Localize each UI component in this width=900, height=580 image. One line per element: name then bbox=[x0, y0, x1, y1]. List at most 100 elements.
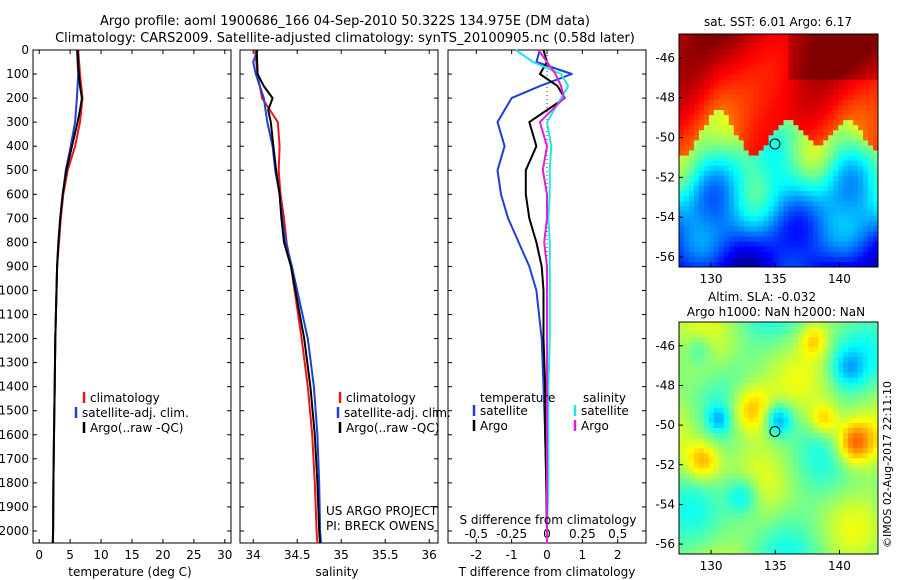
profile-line-argo bbox=[537, 49, 565, 543]
map-cell bbox=[798, 372, 804, 379]
map-cell bbox=[863, 463, 869, 469]
map-cell bbox=[798, 84, 804, 91]
map-cell bbox=[683, 216, 690, 223]
map-cell bbox=[808, 64, 814, 71]
map-cell bbox=[783, 34, 790, 40]
map-cell bbox=[788, 538, 795, 545]
map-cell bbox=[838, 387, 844, 394]
map-cell bbox=[703, 342, 710, 348]
map-cell bbox=[843, 332, 849, 338]
map-cell bbox=[768, 221, 775, 228]
map-cell bbox=[873, 538, 878, 545]
map-cell bbox=[858, 443, 864, 449]
map-cell bbox=[738, 382, 745, 389]
map-cell bbox=[713, 34, 720, 40]
map-cell bbox=[868, 236, 874, 243]
map-cell bbox=[708, 256, 715, 263]
map-cell bbox=[743, 160, 750, 167]
map-cell bbox=[758, 39, 765, 45]
map-cell bbox=[763, 99, 770, 106]
map-cell bbox=[683, 448, 690, 454]
map-cell bbox=[683, 84, 690, 91]
map-cell bbox=[683, 342, 690, 348]
profile-line-argo-raw-qc- bbox=[255, 49, 322, 544]
s-difference-xlabel: S difference from climatology bbox=[460, 513, 637, 527]
map-cell bbox=[843, 438, 849, 444]
map-cell bbox=[868, 165, 874, 172]
map-cell bbox=[743, 387, 750, 394]
map-cell bbox=[863, 483, 869, 490]
map-cell bbox=[863, 54, 869, 60]
map-cell bbox=[693, 342, 700, 348]
map-cell bbox=[753, 191, 760, 197]
map-cell bbox=[718, 261, 725, 267]
map-cell bbox=[768, 160, 775, 167]
map-cell bbox=[763, 548, 770, 554]
map-cell bbox=[728, 180, 735, 187]
map-cell bbox=[833, 443, 839, 449]
map-cell bbox=[793, 64, 799, 71]
map-cell bbox=[863, 337, 869, 343]
map-cell bbox=[763, 54, 770, 60]
map-cell bbox=[743, 322, 750, 328]
map-cell bbox=[833, 342, 839, 348]
map-cell bbox=[833, 327, 839, 333]
map-cell bbox=[853, 377, 859, 384]
map-cell bbox=[679, 130, 685, 136]
map-cell bbox=[783, 493, 790, 500]
map-cell bbox=[679, 104, 685, 111]
map-cell bbox=[728, 256, 735, 263]
map-cell bbox=[788, 347, 795, 353]
map-cell bbox=[863, 155, 869, 162]
sla-map-subtitle: Argo h1000: NaN h2000: NaN bbox=[687, 305, 865, 319]
map-cell bbox=[688, 498, 695, 505]
map-cell bbox=[763, 453, 770, 459]
map-cell bbox=[679, 39, 685, 45]
map-cell bbox=[743, 362, 750, 368]
map-cell bbox=[698, 483, 705, 490]
map-cell bbox=[688, 216, 695, 223]
y-tick-label: 100 bbox=[6, 67, 29, 81]
map-cell bbox=[778, 478, 785, 484]
map-cell bbox=[773, 120, 780, 126]
map-cell bbox=[818, 417, 824, 424]
map-cell bbox=[738, 160, 745, 167]
map-cell bbox=[863, 523, 869, 530]
map-cell bbox=[698, 69, 705, 76]
map-cell bbox=[848, 79, 854, 86]
map-cell bbox=[818, 438, 824, 444]
map-cell bbox=[818, 44, 824, 50]
map-cell bbox=[808, 332, 814, 338]
map-cell bbox=[753, 94, 760, 101]
map-cell bbox=[738, 191, 745, 197]
difference-profile-lines bbox=[496, 49, 573, 543]
map-cell bbox=[723, 44, 730, 50]
map-cell bbox=[808, 251, 814, 258]
map-cell bbox=[778, 377, 785, 384]
map-cell bbox=[688, 508, 695, 515]
map-cell bbox=[758, 498, 765, 505]
profile-line-satellite-adj-clim- bbox=[252, 49, 322, 544]
map-cell bbox=[708, 211, 715, 217]
map-cell bbox=[698, 84, 705, 91]
map-cell bbox=[783, 115, 790, 121]
map-cell bbox=[748, 362, 755, 368]
map-cell bbox=[683, 478, 690, 484]
map-cell bbox=[813, 155, 819, 162]
map-cell bbox=[803, 170, 809, 177]
map-cell bbox=[733, 180, 740, 187]
map-cell bbox=[833, 206, 839, 212]
map-cell bbox=[693, 145, 700, 152]
map-cell bbox=[778, 342, 785, 348]
map-cell bbox=[748, 538, 755, 545]
map-cell bbox=[773, 54, 780, 60]
map-cell bbox=[748, 140, 755, 147]
map-cell bbox=[718, 422, 725, 429]
map-cell bbox=[778, 473, 785, 479]
map-cell bbox=[838, 528, 844, 535]
map-cell bbox=[783, 74, 790, 81]
map-cell bbox=[703, 372, 710, 379]
map-cell bbox=[738, 201, 745, 207]
map-cell bbox=[773, 483, 780, 490]
map-cell bbox=[679, 367, 685, 374]
